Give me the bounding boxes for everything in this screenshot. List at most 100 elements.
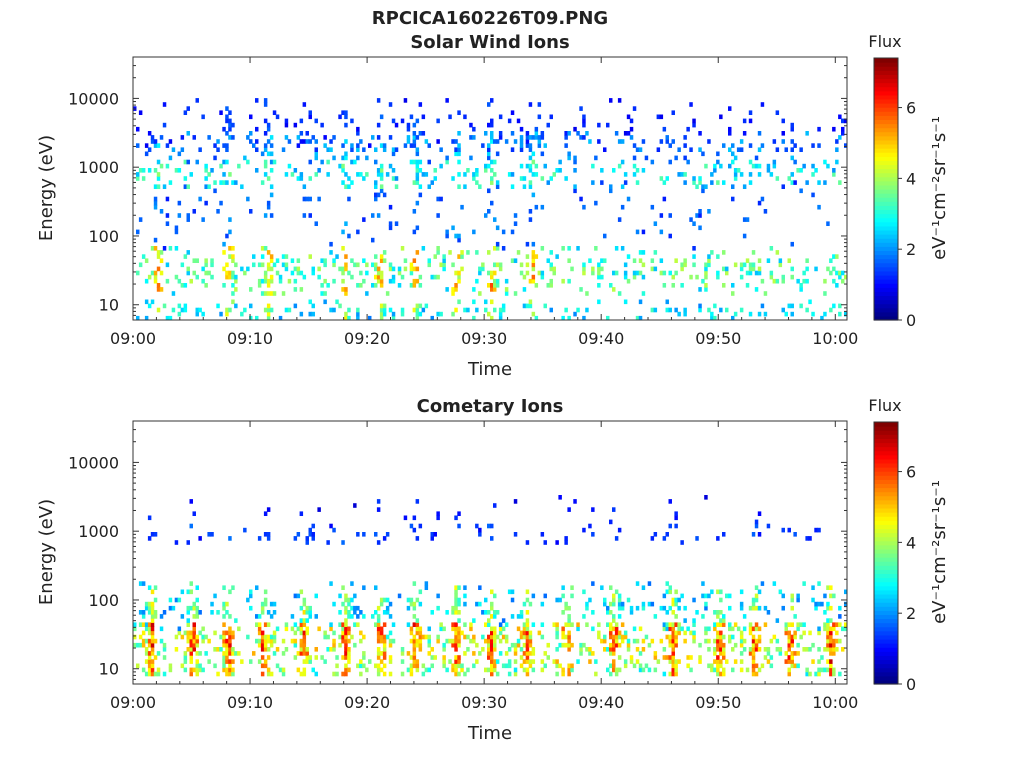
heatmap-cell — [751, 597, 756, 603]
heatmap-cell — [409, 630, 414, 636]
heatmap-cell — [376, 630, 381, 636]
heatmap-cell — [710, 315, 714, 321]
heatmap-cell — [534, 135, 539, 140]
heatmap-cell — [359, 283, 363, 288]
heatmap-cell — [451, 642, 455, 648]
heatmap-cell — [195, 311, 199, 317]
heatmap-cell — [811, 163, 815, 169]
heatmap-cell — [457, 151, 461, 157]
heatmap-cell — [549, 176, 553, 181]
heatmap-cell — [344, 172, 348, 177]
colorbar-segment — [874, 626, 898, 632]
heatmap-cell — [394, 147, 399, 153]
x-tick-label: 09:50 — [695, 329, 741, 348]
heatmap-cell — [617, 527, 622, 533]
heatmap-cell — [272, 159, 277, 165]
heatmap-cell — [138, 610, 143, 615]
heatmap-cell — [177, 151, 182, 157]
heatmap-cell — [487, 122, 491, 128]
heatmap-cell — [501, 626, 506, 632]
heatmap-cell — [463, 634, 467, 640]
heatmap-cell — [573, 311, 577, 317]
heatmap-cell — [409, 114, 414, 120]
heatmap-cell — [263, 634, 268, 640]
heatmap-cell — [600, 274, 604, 280]
heatmap-cell — [722, 622, 726, 628]
heatmap-cell — [412, 515, 417, 521]
colorbar-segment — [874, 679, 898, 685]
heatmap-cell — [617, 605, 622, 611]
heatmap-cell — [728, 131, 732, 136]
colorbar-segment — [874, 311, 898, 317]
heatmap-cell — [493, 626, 497, 632]
heatmap-cell — [635, 229, 640, 235]
heatmap-cell — [379, 667, 384, 673]
heatmap-cell — [519, 630, 524, 636]
heatmap-cell — [296, 626, 301, 632]
heatmap-cell — [519, 647, 524, 652]
colorbar-segment — [874, 197, 898, 202]
heatmap-cell — [136, 642, 140, 648]
heatmap-cell — [388, 163, 393, 169]
heatmap-cell — [436, 638, 440, 644]
heatmap-cell — [716, 151, 720, 157]
solar-wind-axes: 09:00 09:10 09:20 09:30 09:40 09:50 10:0010100… — [68, 56, 858, 348]
heatmap-cell — [144, 258, 149, 264]
heatmap-cell — [573, 184, 577, 190]
heatmap-cell — [603, 601, 607, 607]
heatmap-cell — [415, 118, 420, 124]
heatmap-cell — [454, 663, 458, 669]
heatmap-cell — [561, 585, 565, 591]
heatmap-cell — [472, 618, 476, 623]
heatmap-cell — [832, 168, 836, 173]
colorbar-segment — [874, 516, 898, 521]
heatmap-cell — [731, 647, 735, 652]
heatmap-cell — [719, 659, 723, 664]
heatmap-cell — [430, 180, 434, 185]
heatmap-cell — [344, 655, 348, 660]
heatmap-cell — [454, 647, 458, 652]
colorbar-segment — [874, 483, 898, 489]
heatmap-cell — [195, 638, 199, 644]
heatmap-cell — [582, 266, 586, 272]
heatmap-cell — [555, 663, 559, 669]
heatmap-cell — [347, 655, 351, 660]
heatmap-cell — [329, 626, 333, 632]
heatmap-cell — [781, 307, 785, 313]
heatmap-cell — [326, 147, 330, 153]
heatmap-cell — [156, 287, 161, 292]
heatmap-cell — [751, 601, 756, 607]
heatmap-cell — [617, 667, 622, 673]
heatmap-cell — [582, 527, 586, 533]
heatmap-cell — [263, 642, 268, 648]
heatmap-cell — [231, 254, 235, 259]
heatmap-cell — [415, 225, 420, 231]
heatmap-cell — [320, 283, 324, 288]
heatmap-cell — [266, 303, 271, 309]
heatmap-cell — [457, 634, 461, 640]
heatmap-cell — [659, 114, 664, 120]
heatmap-cell — [156, 254, 161, 259]
heatmap-cell — [287, 278, 292, 284]
heatmap-cell — [281, 147, 286, 153]
heatmap-cell — [635, 270, 640, 276]
heatmap-cell — [713, 659, 717, 664]
heatmap-cell — [525, 270, 530, 276]
heatmap-cell — [195, 634, 199, 640]
heatmap-cell — [415, 311, 420, 317]
colorbar-segment — [874, 602, 898, 607]
heatmap-cell — [677, 311, 681, 317]
heatmap-cell — [457, 278, 461, 284]
heatmap-cell — [501, 618, 506, 623]
heatmap-cell — [725, 270, 729, 276]
heatmap-cell — [183, 254, 188, 259]
heatmap-cell — [222, 126, 226, 132]
heatmap-cell — [249, 593, 253, 599]
heatmap-cell — [707, 209, 711, 214]
heatmap-cell — [668, 622, 672, 628]
heatmap-cell — [162, 102, 167, 107]
heatmap-cell — [835, 139, 839, 144]
heatmap-cell — [674, 258, 678, 264]
heatmap-cell — [153, 200, 158, 206]
heatmap-cell — [689, 274, 693, 280]
